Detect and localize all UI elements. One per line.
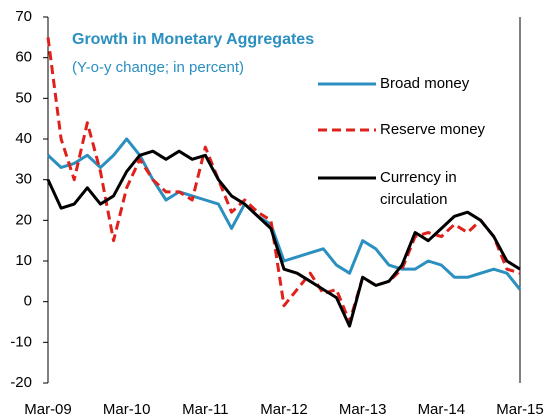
series-line bbox=[46, 137, 522, 291]
legend-label: Currency in circulation bbox=[380, 169, 457, 208]
series-line bbox=[46, 149, 521, 328]
x-tick-label: Mar-12 bbox=[260, 401, 308, 418]
y-tick-label: 30 bbox=[15, 171, 32, 188]
x-tick-label: Mar-09 bbox=[24, 401, 72, 418]
x-tick-label: Mar-10 bbox=[103, 401, 151, 418]
y-tick-label: 40 bbox=[15, 130, 32, 147]
series-line bbox=[46, 37, 521, 324]
chart-subtitle: (Y-o-y change; in percent) bbox=[72, 59, 244, 76]
chart-title: Growth in Monetary Aggregates bbox=[72, 31, 314, 48]
y-tick-label: 50 bbox=[15, 89, 32, 106]
x-tick-label: Mar-11 bbox=[182, 401, 228, 418]
y-tick-label: 0 bbox=[24, 293, 32, 310]
x-tick-label: Mar-14 bbox=[418, 401, 466, 418]
y-tick-label: 70 bbox=[15, 8, 32, 25]
x-tick-label: Mar-15 bbox=[496, 401, 544, 418]
legend-label: Broad money bbox=[380, 75, 470, 92]
x-tick-label: Mar-13 bbox=[339, 401, 387, 418]
y-tick-label: 20 bbox=[15, 211, 32, 228]
legend-label: Reserve money bbox=[380, 121, 486, 138]
y-tick-label: -20 bbox=[10, 374, 32, 391]
y-tick-label: 60 bbox=[15, 49, 32, 66]
y-tick-label: -10 bbox=[10, 333, 32, 350]
y-tick-label: 10 bbox=[15, 252, 32, 269]
